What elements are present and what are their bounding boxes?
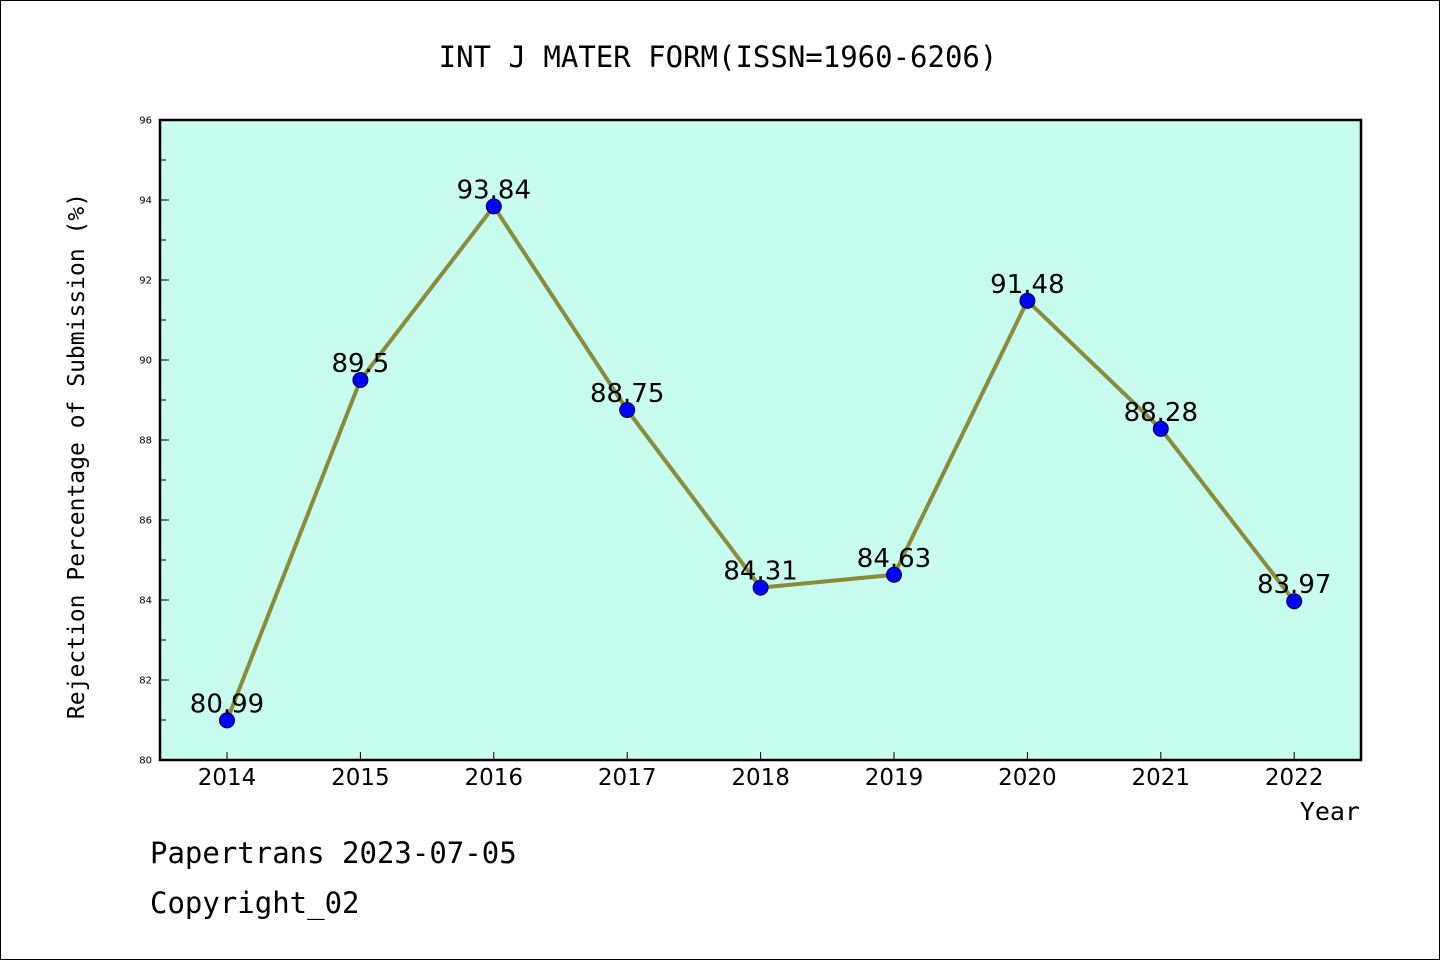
data-labels: 80.99 89.5 93.84 88.75 84.31 84.63 91.48 88.28 8…: [190, 175, 1332, 719]
x-tick-label: 2021: [1132, 765, 1191, 791]
data-label: 84.63: [857, 544, 931, 574]
data-point: [752, 579, 769, 596]
data-point: [1286, 593, 1303, 610]
data-point: [619, 402, 636, 418]
data-point: [1152, 420, 1169, 437]
data-label: 80.99: [190, 689, 264, 719]
data-label: 93.84: [457, 175, 531, 205]
y-tick-label: 86: [139, 516, 152, 527]
data-point: [886, 566, 902, 583]
data-point: [219, 712, 235, 729]
y-tick-label: 84: [139, 596, 152, 607]
x-tick-label: 2015: [331, 765, 390, 791]
x-tick-label: 2014: [198, 765, 257, 791]
data-label: 84.31: [723, 557, 797, 587]
x-tick-label: 2017: [598, 765, 657, 791]
footer-date-text: Papertrans 2023-07-05: [150, 836, 517, 870]
x-tick-label: 2018: [731, 765, 790, 791]
y-tick-label: 90: [139, 356, 152, 367]
series-markers: [219, 198, 1303, 729]
data-label: 88.28: [1124, 398, 1198, 428]
y-tick-label: 88: [139, 436, 152, 447]
data-point: [1019, 292, 1036, 309]
y-tick-label: 92: [139, 276, 152, 287]
data-point: [485, 198, 502, 215]
data-label: 91.48: [990, 270, 1064, 300]
data-point: [352, 372, 369, 388]
y-axis: 80 82 84 86 88 90 92 94 96: [139, 116, 169, 767]
data-label: 88.75: [590, 379, 664, 409]
data-label: 89.5: [331, 349, 389, 379]
x-axis-label: Year: [1300, 797, 1360, 826]
x-tick-label: 2022: [1265, 765, 1324, 791]
y-tick-label: 96: [139, 116, 152, 127]
y-tick-label: 82: [139, 676, 152, 687]
plot-area: [158, 118, 1363, 762]
chart-title: INT J MATER FORM(ISSN=1960-6206): [439, 40, 998, 74]
y-tick-label: 80: [139, 756, 152, 767]
x-axis: 2014 2015 2016 2017 2018 2019 2020 2021 2022: [198, 752, 1324, 791]
footer-copyright-text: Copyright_02: [150, 886, 360, 920]
x-tick-label: 2020: [998, 765, 1057, 791]
y-tick-label: 94: [139, 196, 152, 207]
y-axis-label: Rejection Percentage of Submission (%): [64, 193, 90, 719]
data-label: 83.97: [1257, 570, 1331, 600]
x-tick-label: 2016: [465, 765, 524, 791]
x-tick-label: 2019: [865, 765, 924, 791]
